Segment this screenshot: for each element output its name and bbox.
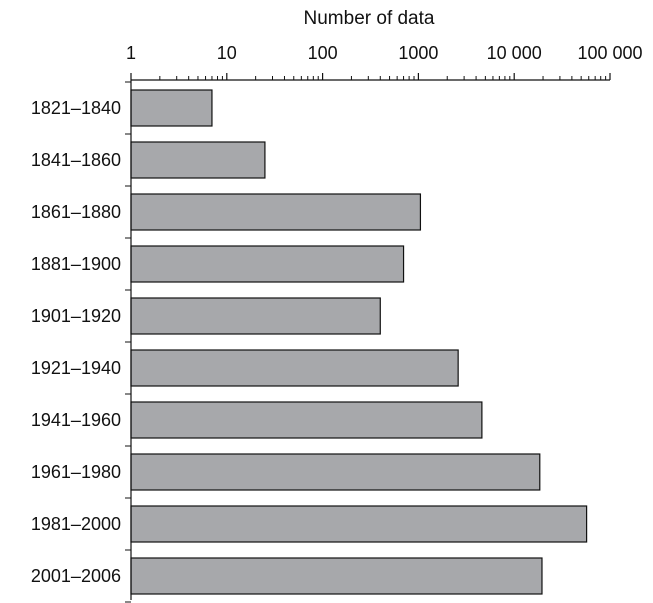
category-label: 1901–1920 <box>31 306 121 326</box>
category-label: 1841–1860 <box>31 150 121 170</box>
category-labels: 1821–1840 1841–1860 1861–1880 1881–1900 1901… <box>31 81 131 603</box>
x-tick-label: 10 <box>217 43 237 63</box>
bar <box>130 557 543 595</box>
bar <box>130 297 381 335</box>
x-tick-label: 1 <box>126 43 136 63</box>
bar <box>130 453 541 491</box>
bar <box>130 349 459 387</box>
category-label: 1921–1940 <box>31 358 121 378</box>
bar <box>130 245 405 283</box>
category-label: 1821–1840 <box>31 98 121 118</box>
bar <box>130 193 422 231</box>
bar <box>130 141 266 179</box>
x-tick-label: 100 000 <box>577 43 642 63</box>
category-label: 1881–1900 <box>31 254 121 274</box>
category-label: 1981–2000 <box>31 514 121 534</box>
bar <box>130 401 483 439</box>
bar <box>130 505 588 543</box>
bar <box>130 89 213 127</box>
x-tick-label: 100 <box>308 43 338 63</box>
bars <box>130 89 588 595</box>
category-label: 2001–2006 <box>31 566 121 586</box>
category-label: 1961–1980 <box>31 462 121 482</box>
x-axis-ticks: 1 10 100 1000 10 000 100 000 <box>126 43 643 80</box>
x-axis-title: Number of data <box>304 8 435 29</box>
x-tick-label: 1000 <box>398 43 438 63</box>
category-label: 1941–1960 <box>31 410 121 430</box>
category-label: 1861–1880 <box>31 202 121 222</box>
x-tick-label: 10 000 <box>487 43 542 63</box>
